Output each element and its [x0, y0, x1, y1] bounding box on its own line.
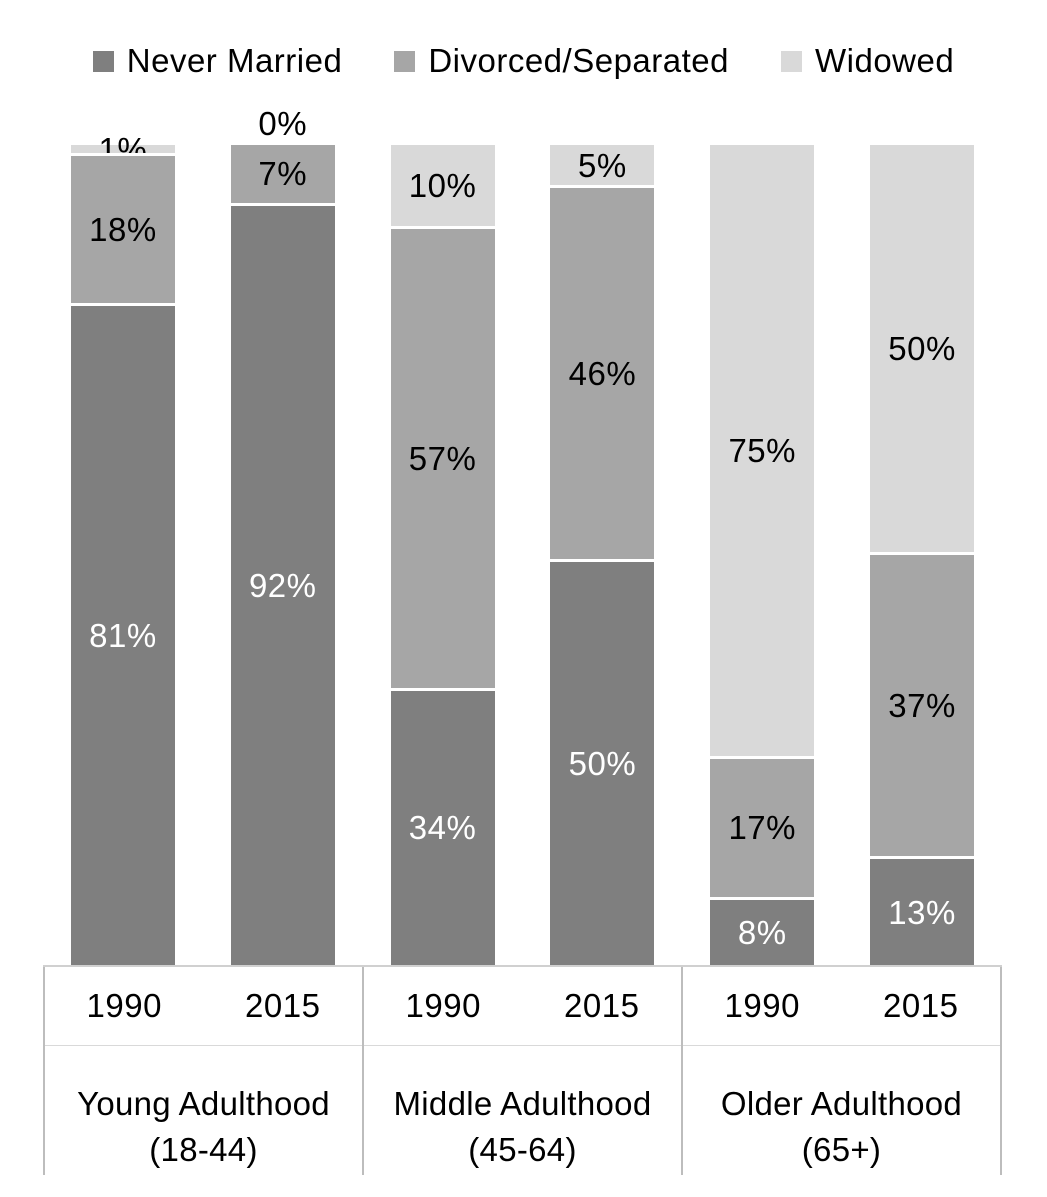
- data-label-widowed: 75%: [728, 431, 796, 469]
- group-label-middle-adulthood: Middle Adulthood (45-64): [364, 1046, 681, 1175]
- data-label-never_married: 81%: [89, 616, 157, 654]
- group-label-line1: Young Adulthood: [77, 1085, 330, 1122]
- segment-never_married: 92%: [230, 202, 335, 965]
- segment-never_married: 50%: [550, 559, 655, 965]
- group-label-older-adulthood: Older Adulthood (65+): [683, 1046, 1000, 1175]
- year-label-older-adulthood-1990: 1990: [724, 987, 800, 1024]
- segment-widowed: 5%: [550, 145, 655, 186]
- bar-slot-young-adulthood-2015: 0% 7% 92%: [203, 107, 363, 965]
- group-label-line1: Middle Adulthood: [393, 1085, 652, 1122]
- legend-item-widowed: Widowed: [781, 42, 954, 80]
- year-label-young-adulthood-2015: 2015: [245, 987, 321, 1024]
- group-label-line2: (65+): [801, 1131, 882, 1168]
- year-label-middle-adulthood-2015: 2015: [564, 987, 640, 1024]
- data-label-widowed: 50%: [888, 330, 956, 367]
- segment-widowed: 1%: [70, 133, 175, 166]
- legend-swatch-divorced_separated-icon: [394, 50, 416, 72]
- segment-divorced_separated: 37%: [870, 552, 975, 857]
- category-axis-table: 1990 2015 Young Adulthood (18-44) 1990 2015 Mi…: [43, 965, 1002, 1175]
- segment-widowed: 75%: [710, 145, 815, 756]
- legend-label-never_married: Never Married: [126, 42, 343, 79]
- bar-middle-adulthood-1990: 10% 57% 34%: [390, 145, 495, 965]
- segment-widowed: 50%: [870, 145, 975, 552]
- legend-item-divorced_separated: Divorced/Separated: [394, 42, 729, 80]
- segment-divorced_separated: 46%: [550, 185, 655, 560]
- years-row-middle-adulthood: 1990 2015: [364, 967, 681, 1046]
- bar-young-adulthood-1990: 1% 18% 81%: [70, 133, 175, 965]
- bar-slot-older-adulthood-1990: 75% 17% 8%: [682, 145, 842, 965]
- bar-young-adulthood-2015: 0% 7% 92%: [230, 107, 335, 965]
- segment-divorced_separated: 57%: [390, 225, 495, 688]
- group-label-line2: (18-44): [149, 1131, 258, 1168]
- axis-panel-middle-adulthood: 1990 2015 Middle Adulthood (45-64): [362, 967, 681, 1175]
- legend: Never Married Divorced/Separated Widowed: [0, 42, 1047, 80]
- legend-label-widowed: Widowed: [815, 42, 955, 79]
- segment-divorced_separated: 17%: [710, 755, 815, 897]
- data-label-widowed: 5%: [578, 146, 627, 184]
- data-label-never_married: 92%: [248, 566, 317, 604]
- data-label-widowed: 10%: [408, 166, 477, 204]
- segment-widowed: 10%: [390, 145, 495, 226]
- data-label-divorced_separated: 46%: [568, 355, 637, 393]
- group-label-line1: Older Adulthood: [720, 1085, 963, 1122]
- legend-swatch-widowed-icon: [781, 50, 802, 72]
- segment-never_married: 8%: [710, 896, 815, 965]
- bar-slot-middle-adulthood-1990: 10% 57% 34%: [363, 145, 523, 965]
- bar-middle-adulthood-2015: 5% 46% 50%: [550, 145, 655, 965]
- data-label-never_married: 34%: [408, 809, 477, 847]
- group-label-line2: (45-64): [468, 1131, 577, 1168]
- data-label-widowed: 0%: [258, 105, 308, 142]
- data-label-divorced_separated: 18%: [89, 210, 157, 248]
- year-label-young-adulthood-1990: 1990: [86, 987, 162, 1024]
- bar-slot-middle-adulthood-2015: 5% 46% 50%: [522, 145, 682, 965]
- segment-never_married: 81%: [70, 302, 175, 965]
- segment-divorced_separated: 18%: [70, 153, 175, 303]
- bar-slot-young-adulthood-1990: 1% 18% 81%: [43, 133, 203, 965]
- years-row-young-adulthood: 1990 2015: [45, 967, 362, 1046]
- axis-panel-older-adulthood: 1990 2015 Older Adulthood (65+): [681, 967, 1002, 1175]
- legend-swatch-never_married-icon: [92, 50, 114, 72]
- years-row-older-adulthood: 1990 2015: [683, 967, 1000, 1046]
- data-label-never_married: 13%: [888, 893, 956, 931]
- data-label-divorced_separated: 37%: [888, 687, 956, 725]
- data-label-never_married: 50%: [568, 745, 637, 783]
- group-label-young-adulthood: Young Adulthood (18-44): [45, 1046, 362, 1175]
- data-label-divorced_separated: 17%: [728, 809, 796, 847]
- year-label-middle-adulthood-1990: 1990: [405, 987, 481, 1024]
- bar-slot-older-adulthood-2015: 50% 37% 13%: [842, 145, 1002, 965]
- legend-item-never_married: Never Married: [92, 42, 343, 80]
- segment-divorced_separated: 7%: [230, 145, 335, 203]
- axis-panel-young-adulthood: 1990 2015 Young Adulthood (18-44): [43, 967, 362, 1175]
- plot-area: 1% 18% 81% 0% 7% 92% 10% 57% 34% 5% 46% 50% 75% 17% 8%…: [43, 107, 1002, 965]
- data-label-never_married: 8%: [737, 913, 787, 951]
- data-label-divorced_separated: 57%: [408, 439, 477, 477]
- bar-older-adulthood-2015: 50% 37% 13%: [870, 145, 975, 965]
- legend-label-divorced_separated: Divorced/Separated: [428, 42, 729, 79]
- bar-older-adulthood-1990: 75% 17% 8%: [710, 145, 815, 965]
- data-label-divorced_separated: 7%: [258, 155, 308, 193]
- year-label-older-adulthood-2015: 2015: [883, 987, 959, 1024]
- segment-never_married: 34%: [390, 687, 495, 965]
- segment-never_married: 13%: [870, 856, 975, 965]
